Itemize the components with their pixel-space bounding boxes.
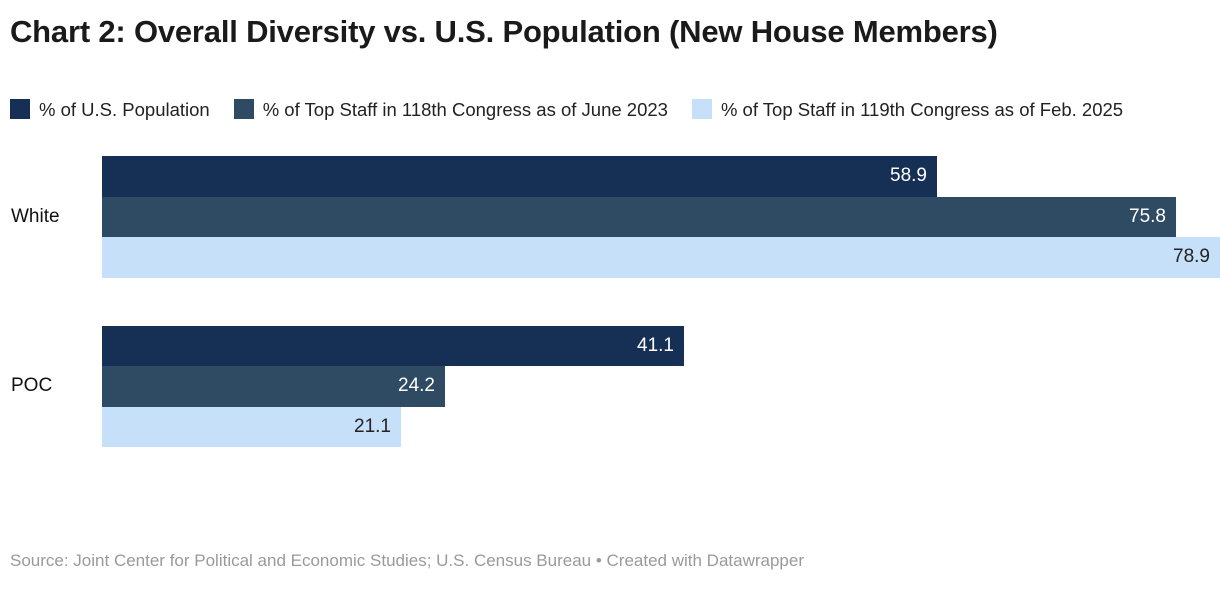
category-group: White 58.9 75.8 78.9 xyxy=(10,156,1220,278)
bar: 75.8 xyxy=(102,196,1176,237)
category-label: White xyxy=(11,205,60,227)
bar-value-label: 24.2 xyxy=(398,375,435,397)
bar: 24.2 xyxy=(102,366,445,407)
category-group: POC 41.1 24.2 21.1 xyxy=(10,325,1210,447)
legend-item: % of U.S. Population xyxy=(10,99,210,120)
category-label: POC xyxy=(11,375,53,397)
legend-label: % of Top Staff in 118th Congress as of J… xyxy=(262,99,668,120)
bar: 78.9 xyxy=(102,237,1220,278)
legend: % of U.S. Population % of Top Staff in 11… xyxy=(10,92,1210,128)
source-note: Source: Joint Center for Political and E… xyxy=(10,551,805,570)
bar-value-label: 21.1 xyxy=(354,415,391,437)
bar-stack: 58.9 75.8 78.9 xyxy=(102,156,1220,278)
bar-value-label: 58.9 xyxy=(890,165,927,187)
bar-chart: White 58.9 75.8 78.9 POC 41.1 24.2 21.1 xyxy=(10,156,1220,447)
legend-label: % of U.S. Population xyxy=(39,99,210,120)
chart-title: Chart 2: Overall Diversity vs. U.S. Popu… xyxy=(10,14,998,49)
bar: 21.1 xyxy=(102,406,401,447)
legend-item: % of Top Staff in 119th Congress as of F… xyxy=(691,99,1124,120)
bar-value-label: 41.1 xyxy=(637,334,674,356)
bar: 41.1 xyxy=(102,325,684,366)
bar-value-label: 75.8 xyxy=(1129,205,1166,227)
legend-swatch-icon xyxy=(10,99,30,119)
bar-stack: 41.1 24.2 21.1 xyxy=(102,325,1210,447)
bar: 58.9 xyxy=(102,156,937,197)
legend-item: % of Top Staff in 118th Congress as of J… xyxy=(233,99,668,120)
legend-swatch-icon xyxy=(691,99,712,119)
bar-value-label: 78.9 xyxy=(1173,246,1210,268)
legend-label: % of Top Staff in 119th Congress as of F… xyxy=(720,99,1124,120)
legend-swatch-icon xyxy=(233,99,254,119)
